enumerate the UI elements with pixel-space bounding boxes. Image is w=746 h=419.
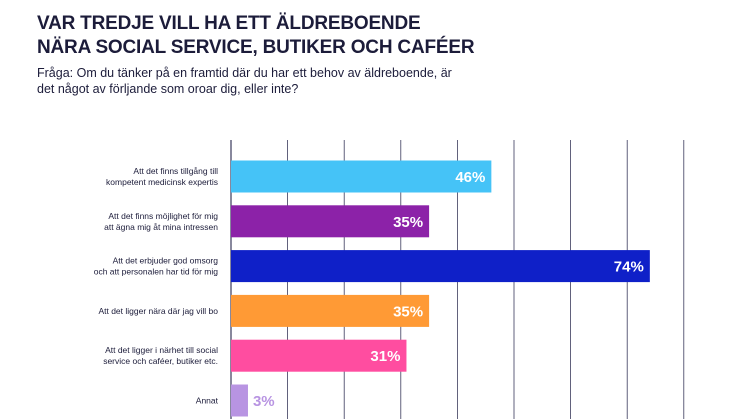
category-label-line: Annat: [196, 396, 219, 406]
data-label: 35%: [393, 214, 423, 231]
category-label-line: kompetent medicinsk expertis: [106, 177, 218, 187]
data-label: 74%: [614, 259, 644, 276]
bar: [231, 294, 430, 327]
category-label: Annat: [196, 396, 219, 406]
category-label-line: Att det erbjuder god omsorg: [113, 256, 219, 266]
bar: [231, 339, 407, 372]
bar: [231, 384, 248, 417]
category-label-line: att ägna mig åt mina intressen: [104, 222, 218, 232]
data-label: 3%: [253, 393, 275, 410]
chart-title-line-2: NÄRA SOCIAL SERVICE, BUTIKER OCH CAFÉER: [37, 37, 475, 58]
data-label: 46%: [455, 169, 485, 186]
survey-question: Fråga: Om du tänker på en framtid där du…: [37, 66, 452, 96]
data-label: 35%: [393, 303, 423, 320]
category-label-line: Att det ligger i närhet till social: [105, 345, 218, 355]
category-label: Att det erbjuder god omsorg och att perso…: [94, 256, 219, 277]
category-label: Att det finns tillgång till kompetent med…: [106, 166, 218, 187]
category-label: Att det ligger i närhet till social servi…: [103, 345, 218, 366]
bar: [231, 205, 430, 238]
category-label-line: och att personalen har tid för mig: [94, 267, 219, 277]
category-label: Att det ligger nära där jag vill bo: [98, 306, 218, 316]
data-label: 31%: [370, 348, 400, 365]
bar: [231, 250, 650, 283]
category-label: Att det finns möjlighet för mig att ägna …: [104, 211, 218, 232]
category-label-line: Att det ligger nära där jag vill bo: [98, 306, 218, 316]
category-label-line: service och caféer, butiker etc.: [103, 356, 218, 366]
bar: [231, 160, 492, 193]
category-label-line: Att det finns möjlighet för mig: [108, 211, 218, 221]
category-label-line: Att det finns tillgång till: [133, 166, 218, 176]
chart-title-line-1: VAR TREDJE VILL HA ETT ÄLDREBOENDE: [37, 13, 421, 34]
chart-title: VAR TREDJE VILL HA ETT ÄLDREBOENDE NÄRA …: [37, 12, 475, 60]
